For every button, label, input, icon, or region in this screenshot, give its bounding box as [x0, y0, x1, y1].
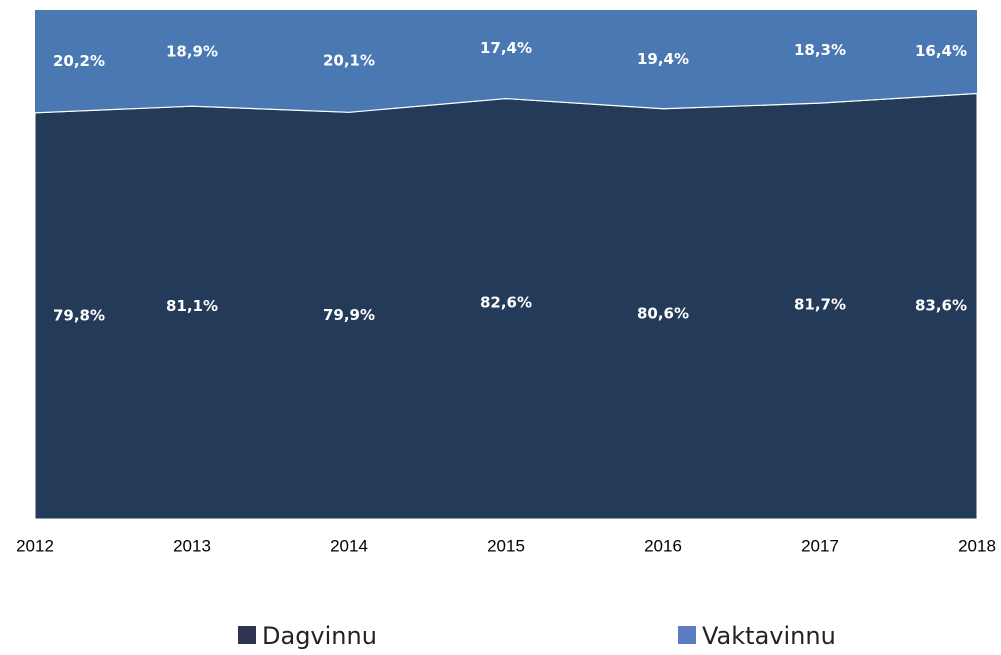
- x-tick-label: 2016: [644, 536, 682, 555]
- x-tick-label: 2014: [330, 536, 368, 555]
- data-label: 82,6%: [480, 293, 532, 311]
- data-label: 18,3%: [794, 41, 846, 59]
- data-label: 83,6%: [915, 297, 967, 315]
- area: [35, 10, 977, 113]
- data-label: 81,1%: [166, 297, 218, 315]
- data-label: 79,9%: [323, 306, 375, 324]
- x-tick-label: 2012: [16, 536, 54, 555]
- data-label: 80,6%: [637, 304, 689, 322]
- data-label: 16,4%: [915, 42, 967, 60]
- x-tick-label: 2017: [801, 536, 839, 555]
- boundary-line: [34, 92, 978, 114]
- x-tick-label: 2015: [487, 536, 525, 555]
- x-tick-label: 2013: [173, 536, 211, 555]
- data-label: 81,7%: [794, 296, 846, 314]
- legend-label: Dagvinnu: [262, 622, 377, 650]
- x-tick-label: 2018: [958, 536, 996, 555]
- legend-label: Vaktavinnu: [702, 622, 836, 650]
- data-label: 20,1%: [323, 52, 375, 70]
- data-label: 19,4%: [637, 50, 689, 68]
- legend-swatch: [238, 626, 256, 644]
- data-label: 20,2%: [53, 52, 105, 70]
- data-label: 17,4%: [480, 39, 532, 57]
- data-label: 18,9%: [166, 43, 218, 61]
- data-label: 79,8%: [53, 306, 105, 324]
- legend-swatch: [678, 626, 696, 644]
